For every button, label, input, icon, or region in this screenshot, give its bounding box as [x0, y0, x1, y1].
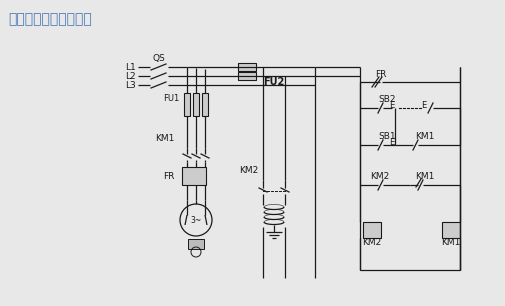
- Text: KM1: KM1: [440, 237, 460, 247]
- Bar: [188, 239, 204, 249]
- Bar: [237, 72, 256, 80]
- Text: L2: L2: [125, 72, 136, 80]
- Text: FU1: FU1: [163, 94, 179, 103]
- Text: FU2: FU2: [263, 77, 284, 87]
- Bar: [362, 222, 380, 238]
- Bar: [182, 167, 206, 185]
- Bar: [441, 222, 459, 238]
- Text: QS: QS: [153, 54, 165, 62]
- Text: KM2: KM2: [238, 166, 258, 174]
- Text: KM2: KM2: [362, 237, 381, 247]
- Text: L1: L1: [125, 62, 136, 72]
- Text: 电磁抱闸通电制动接线: 电磁抱闸通电制动接线: [8, 12, 91, 26]
- Text: FR: FR: [163, 171, 175, 181]
- Text: SB2: SB2: [377, 95, 395, 103]
- Bar: [201, 93, 208, 116]
- Text: KM1: KM1: [414, 171, 433, 181]
- Text: 3~: 3~: [190, 215, 201, 225]
- Text: KM1: KM1: [414, 132, 433, 140]
- Text: FR: FR: [374, 69, 386, 79]
- Text: SB1: SB1: [377, 132, 395, 140]
- Bar: [192, 93, 198, 116]
- Text: E: E: [389, 100, 394, 110]
- Bar: [237, 63, 256, 71]
- Text: KM2: KM2: [369, 171, 388, 181]
- Bar: [184, 93, 189, 116]
- Text: E: E: [421, 100, 426, 110]
- Text: E: E: [389, 137, 394, 147]
- Text: L3: L3: [125, 80, 136, 89]
- Text: KM1: KM1: [156, 133, 175, 143]
